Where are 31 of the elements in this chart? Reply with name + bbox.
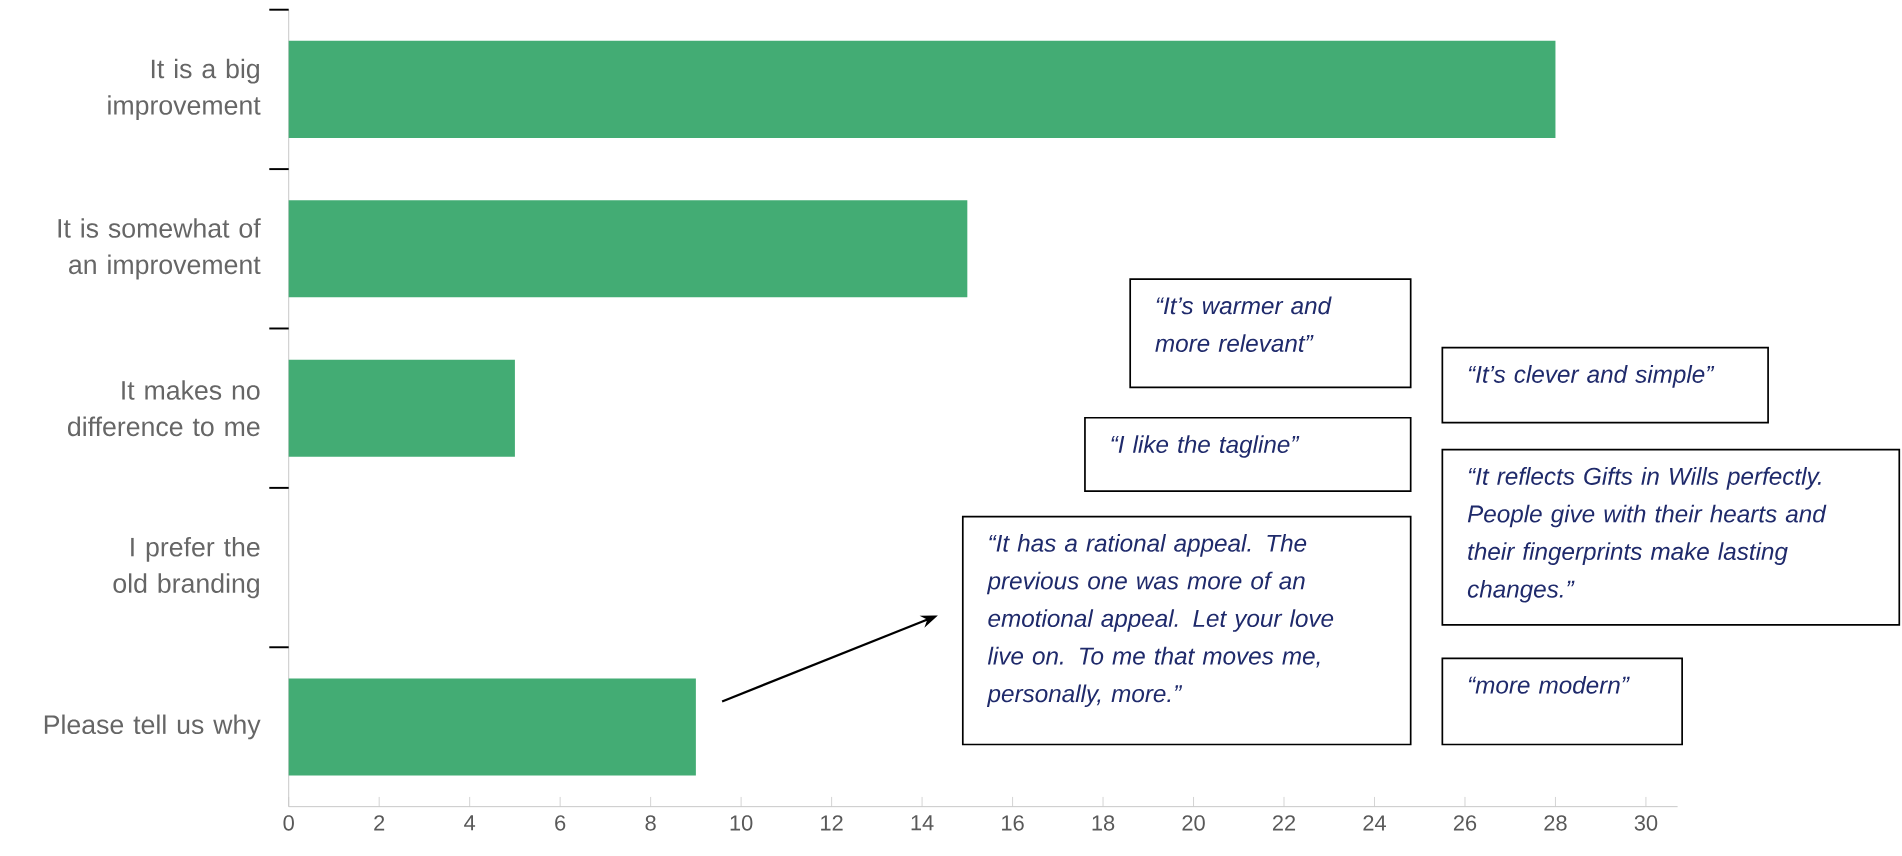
x-tick-label: 14	[911, 815, 934, 831]
x-tick-label: 10	[730, 815, 753, 831]
x-tick-label: 20	[1182, 815, 1205, 831]
y-tick-label: It makes no difference to me	[68, 380, 260, 436]
x-tick-label: 16	[1002, 815, 1024, 831]
x-tick-label: 22	[1272, 815, 1296, 831]
y-tick-label: It is a big improvement	[108, 58, 261, 120]
x-tick-label: 24	[1363, 815, 1386, 831]
bar	[288, 359, 515, 457]
bar	[288, 678, 696, 776]
annotation: “It’s clever and simple”	[1468, 364, 1715, 388]
bar	[288, 200, 968, 298]
x-tick-label: 2	[374, 815, 385, 831]
annotation: “I like the tagline”	[1111, 435, 1300, 458]
bar	[288, 40, 1556, 138]
annotation: “It reflects Gifts in Wills perfectly. People give with their hearts and their fingerprints make lasting changes.”	[1467, 466, 1827, 603]
x-tick-label: 26	[1453, 815, 1477, 831]
x-tick-label: 12	[821, 815, 843, 831]
y-tick-label: Please tell us why	[44, 714, 261, 740]
x-tick-label: 30	[1634, 815, 1658, 831]
annotation: “It’s warmer and more relevant”	[1155, 296, 1332, 352]
x-tick-label: 28	[1544, 815, 1567, 831]
annotation: “more modern”	[1468, 675, 1630, 694]
x-tick-label: 18	[1092, 815, 1115, 831]
y-tick-label: It is somewhat of an improvement	[58, 217, 261, 280]
x-tick-label: 8	[645, 815, 656, 831]
x-tick-label: 0	[283, 815, 294, 831]
annotation: “It has a rational appeal. The previous one was more of an emotional appeal. Let your love live on. To me that moves me, personally, more.”	[986, 533, 1334, 707]
x-tick-label: 4	[464, 815, 476, 831]
x-tick-label: 6	[555, 815, 566, 831]
y-tick-label: I prefer the old branding	[113, 536, 260, 598]
